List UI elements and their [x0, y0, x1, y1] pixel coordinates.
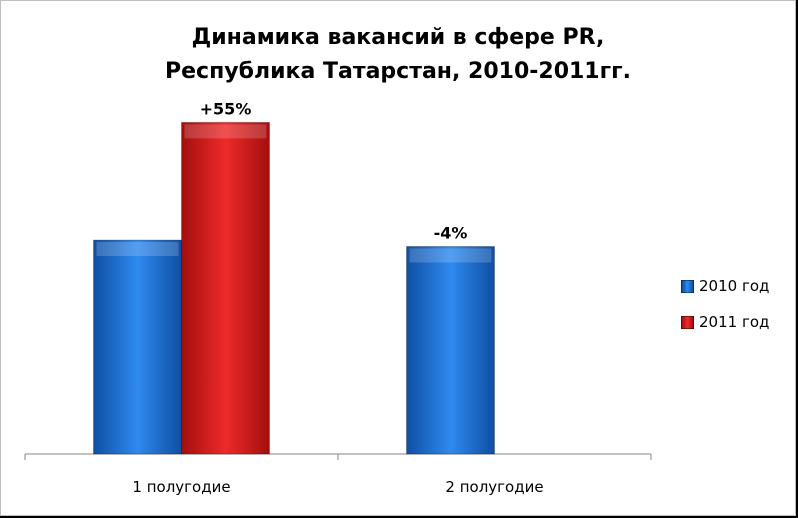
legend-item-2011: 2011 год — [681, 311, 769, 333]
x-tick-label: 1 полугодие — [132, 478, 230, 496]
legend-label-2010: 2010 год — [699, 277, 770, 295]
bar-bevel — [96, 242, 179, 257]
bar — [93, 239, 182, 455]
legend-swatch-2010 — [681, 279, 694, 293]
x-tick-label: 2 полугодие — [445, 478, 543, 496]
data-label: -4% — [434, 223, 468, 242]
bar — [406, 245, 495, 455]
chart-title: Динамика вакансий в сфере PR, Республика… — [1, 21, 795, 89]
bar-bevel — [184, 124, 267, 139]
legend-label-2011: 2011 год — [699, 313, 770, 331]
chart-title-line-2: Республика Татарстан, 2010-2011гг. — [165, 59, 631, 84]
legend-swatch-2011 — [681, 315, 694, 329]
bar — [181, 121, 270, 455]
bar-bevel — [409, 248, 492, 263]
data-label: +55% — [200, 99, 252, 118]
legend-item-2010: 2010 год — [681, 275, 769, 297]
chart-title-line-1: Динамика вакансий в сфере PR, — [191, 25, 605, 50]
legend: 2010 год 2011 год — [681, 275, 769, 347]
